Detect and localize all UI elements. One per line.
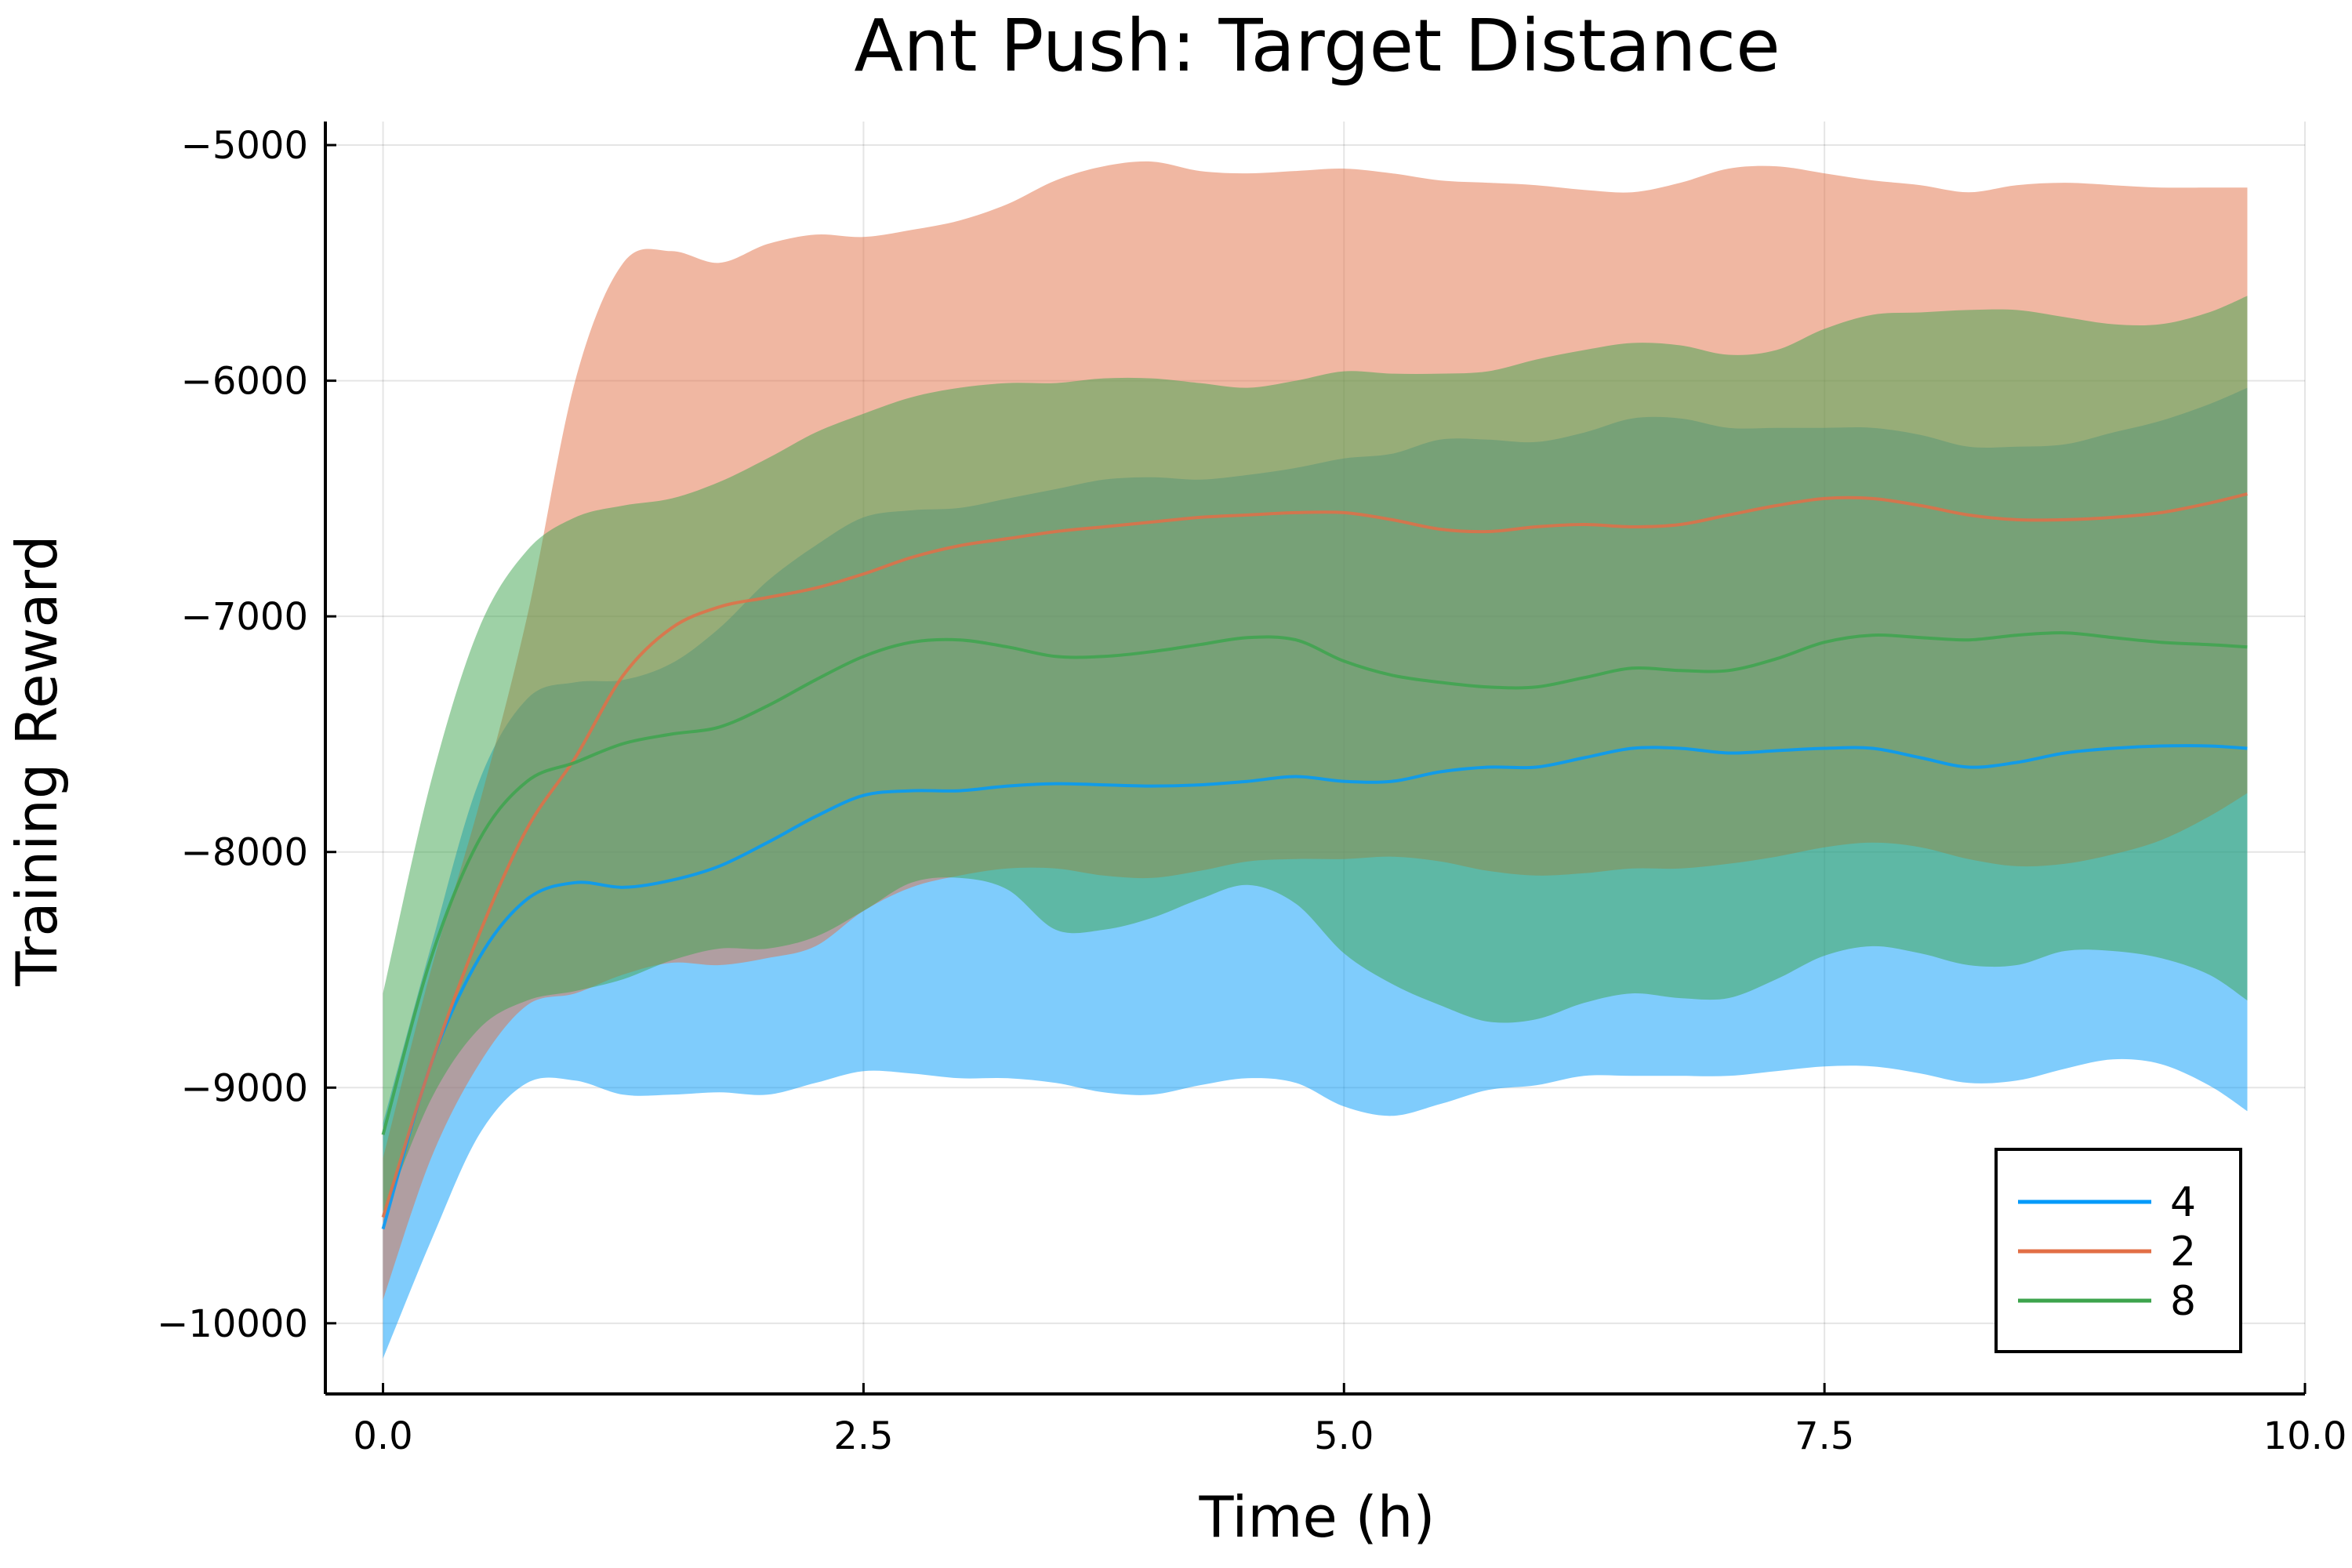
legend-label-8: 8 bbox=[2170, 1278, 2196, 1325]
line-series-8 bbox=[381, 631, 2248, 1135]
y-tick-label: −9000 bbox=[181, 1066, 308, 1110]
x-tick-label: 10.0 bbox=[2263, 1414, 2347, 1458]
y-tick-label: −5000 bbox=[181, 124, 308, 168]
y-axis-label: Training Reward bbox=[4, 535, 70, 986]
legend: 428 bbox=[1994, 1148, 2242, 1353]
tick-labels: 0.0 2.5 5.0 7.5 10.0 −10000 −9000 −8000 −7000 −60… bbox=[157, 124, 2347, 1458]
line-series-2 bbox=[381, 492, 2248, 1218]
y-tick-label: −6000 bbox=[181, 360, 308, 404]
series-lines bbox=[381, 492, 2248, 1230]
chart-title: Ant Push: Target Distance bbox=[854, 4, 1780, 88]
x-tick-label: 0.0 bbox=[353, 1414, 412, 1458]
legend-label-4: 4 bbox=[2170, 1179, 2196, 1226]
confidence-bands bbox=[383, 161, 2248, 1359]
y-tick-label: −7000 bbox=[181, 595, 308, 639]
line-series-4 bbox=[381, 744, 2248, 1230]
x-tick-label: 7.5 bbox=[1795, 1414, 1854, 1458]
x-axis-label: Time (h) bbox=[1199, 1484, 1436, 1550]
y-tick-label: −10000 bbox=[157, 1302, 308, 1346]
y-tick-label: −8000 bbox=[181, 831, 308, 875]
axes bbox=[324, 122, 2307, 1396]
legend-label-2: 2 bbox=[2170, 1229, 2196, 1276]
x-tick-label: 2.5 bbox=[833, 1414, 893, 1458]
band-series-8 bbox=[383, 296, 2248, 1218]
x-tick-label: 5.0 bbox=[1314, 1414, 1374, 1458]
